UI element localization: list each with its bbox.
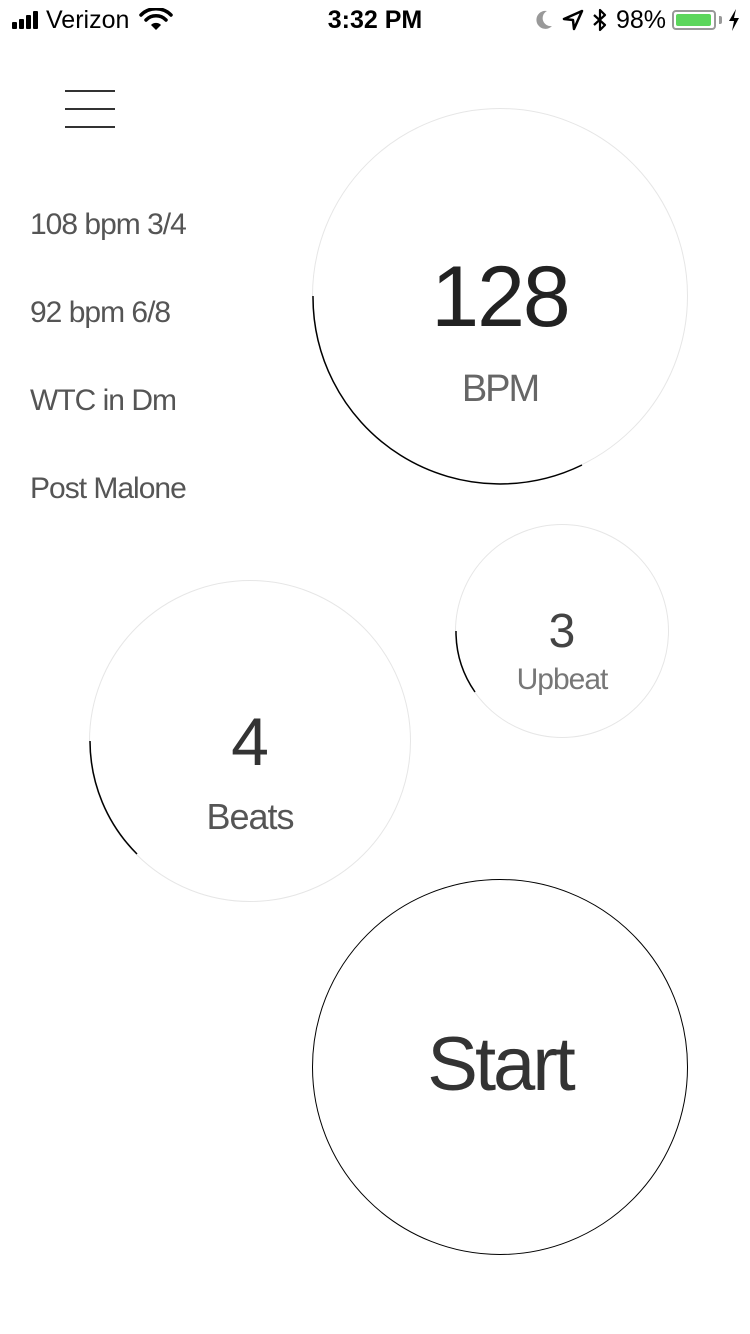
menu-line [65, 126, 115, 128]
status-bar-right: 98% [534, 6, 740, 34]
preset-item[interactable]: 92 bpm 6/8 [30, 296, 171, 329]
beats-dial[interactable]: 4 Beats [89, 580, 411, 902]
hamburger-menu-icon[interactable] [60, 85, 120, 133]
carrier-name: Verizon [46, 5, 130, 34]
beats-label: Beats [206, 796, 294, 837]
status-bar: Verizon 3:32 PM 98% [0, 0, 750, 40]
bluetooth-icon [593, 8, 607, 32]
moon-icon [536, 10, 552, 29]
wifi-icon [139, 8, 174, 30]
location-arrow-icon [562, 9, 584, 31]
upbeat-value: 3 [548, 605, 576, 658]
start-button-label: Start [427, 1022, 576, 1107]
tempo-label: BPM [461, 368, 540, 410]
signal-icon [12, 11, 40, 29]
beats-dial-arc [89, 740, 138, 855]
upbeat-dial[interactable]: 3 Upbeat [455, 524, 669, 738]
battery-icon [672, 10, 716, 30]
beats-value: 4 [231, 704, 269, 780]
menu-line [65, 108, 115, 110]
start-button[interactable]: Start [312, 879, 688, 1255]
charging-bolt-icon [729, 9, 739, 31]
menu-line [65, 90, 115, 92]
tempo-dial[interactable]: 128 BPM [312, 108, 688, 485]
status-bar-time: 3:32 PM [327, 6, 423, 34]
tempo-dial-arc [312, 295, 583, 485]
status-bar-left: Verizon [12, 5, 174, 34]
tempo-value: 128 [431, 249, 571, 345]
battery-level [676, 14, 711, 26]
preset-item[interactable]: WTC in Dm [30, 384, 177, 417]
upbeat-label: Upbeat [516, 663, 609, 696]
preset-item[interactable]: Post Malone [30, 472, 187, 505]
upbeat-dial-arc [455, 630, 476, 693]
battery-nub [719, 16, 722, 24]
battery-percent: 98% [615, 5, 666, 34]
preset-item[interactable]: 108 bpm 3/4 [30, 208, 187, 241]
